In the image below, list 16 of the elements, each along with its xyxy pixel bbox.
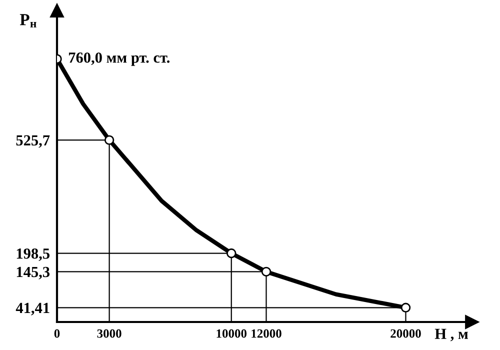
y-tick-label: 198,5: [16, 248, 50, 261]
annotation: 760,0 мм рт. ст.: [68, 52, 170, 66]
y-tick-label: 41,41: [16, 302, 50, 316]
x-axis-title: H , м: [434, 328, 468, 342]
y-axis-title: P$_{н}$: [20, 14, 36, 28]
point: [226, 248, 236, 258]
point: [400, 302, 411, 313]
x-tick-label: 3000: [97, 329, 122, 338]
x-tick-label: 0: [54, 329, 60, 338]
y-tick-label: 145,3: [16, 266, 50, 280]
x-tick-label: 12000: [252, 329, 282, 338]
point: [261, 266, 272, 277]
y-tick-label: 525,7: [16, 135, 50, 148]
point: [104, 135, 114, 145]
x-tick-label: 10000: [216, 329, 247, 338]
x-tick-label: 20000: [390, 329, 421, 338]
